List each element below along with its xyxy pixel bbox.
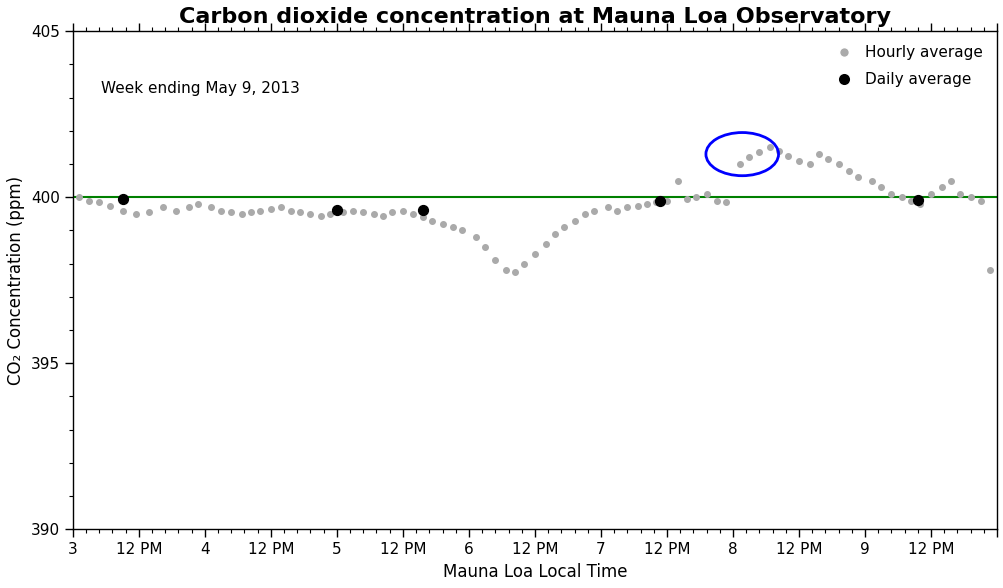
Point [652, 196, 668, 206]
Point [619, 202, 635, 212]
Point [313, 211, 329, 220]
Point [872, 183, 888, 192]
Point [829, 159, 846, 169]
Point [537, 239, 553, 249]
Point [708, 196, 724, 205]
Point [234, 209, 250, 219]
Point [527, 249, 543, 259]
Point [883, 189, 899, 199]
Title: Carbon dioxide concentration at Mauna Loa Observatory: Carbon dioxide concentration at Mauna Lo… [179, 7, 890, 27]
Point [800, 159, 816, 169]
Point [790, 156, 806, 165]
Legend: Hourly average, Daily average: Hourly average, Daily average [821, 39, 988, 93]
Point [128, 209, 144, 219]
Point [933, 183, 949, 192]
Point [912, 199, 928, 209]
Point [453, 226, 469, 235]
Point [394, 206, 410, 215]
Point [423, 216, 439, 225]
Point [168, 206, 184, 215]
Point [608, 206, 624, 215]
Point [302, 209, 318, 219]
Point [252, 206, 268, 215]
Point [486, 256, 503, 265]
Point [497, 266, 514, 275]
Point [586, 206, 602, 215]
Point [599, 202, 615, 212]
Point [263, 204, 279, 213]
Point [335, 208, 351, 217]
Point [213, 206, 229, 215]
Point [414, 212, 430, 222]
Point [731, 159, 747, 169]
Point [292, 208, 308, 217]
Point [942, 176, 958, 185]
Point [841, 166, 857, 175]
Point [893, 193, 909, 202]
Point [444, 222, 460, 232]
Point [322, 209, 338, 219]
Point [355, 208, 371, 217]
Point [115, 194, 131, 203]
Point [507, 268, 523, 277]
Point [850, 173, 866, 182]
Point [779, 151, 795, 161]
Point [204, 202, 220, 212]
Point [629, 201, 645, 211]
Point [329, 205, 345, 215]
Point [863, 176, 879, 185]
X-axis label: Mauna Loa Local Time: Mauna Loa Local Time [442, 563, 627, 581]
Point [648, 198, 664, 207]
Point [658, 196, 674, 205]
Point [405, 209, 421, 219]
Point [476, 242, 492, 252]
Text: Week ending May 9, 2013: Week ending May 9, 2013 [100, 81, 299, 96]
Point [717, 198, 733, 207]
Point [243, 208, 259, 217]
Point [154, 202, 171, 212]
Point [101, 201, 117, 211]
Point [909, 195, 925, 205]
Point [467, 232, 483, 242]
Point [566, 216, 582, 225]
Point [556, 222, 572, 232]
Point [761, 143, 777, 152]
Point [577, 209, 593, 219]
Point [141, 208, 157, 217]
Point [962, 193, 978, 202]
Point [80, 196, 96, 205]
Point [91, 198, 107, 207]
Y-axis label: CO₂ Concentration (ppm): CO₂ Concentration (ppm) [7, 176, 25, 385]
Point [273, 202, 289, 212]
Point [951, 189, 967, 199]
Point [669, 176, 685, 185]
Point [678, 194, 694, 203]
Point [71, 193, 87, 202]
Point [344, 206, 360, 215]
Point [698, 189, 714, 199]
Point [972, 196, 988, 205]
Point [639, 199, 655, 209]
Point [115, 206, 131, 215]
Point [190, 199, 206, 209]
Point [434, 219, 450, 229]
Point [283, 206, 299, 215]
Point [810, 149, 826, 159]
Point [982, 266, 998, 275]
Point [687, 193, 703, 202]
Point [547, 229, 563, 239]
Point [384, 208, 400, 217]
Point [516, 259, 532, 268]
Point [365, 209, 381, 219]
Point [903, 196, 919, 205]
Point [740, 153, 756, 162]
Point [181, 202, 197, 212]
Point [223, 208, 239, 217]
Point [750, 148, 766, 157]
Point [414, 205, 430, 215]
Point [922, 189, 938, 199]
Point [375, 211, 391, 220]
Point [819, 155, 835, 164]
Point [770, 146, 786, 155]
